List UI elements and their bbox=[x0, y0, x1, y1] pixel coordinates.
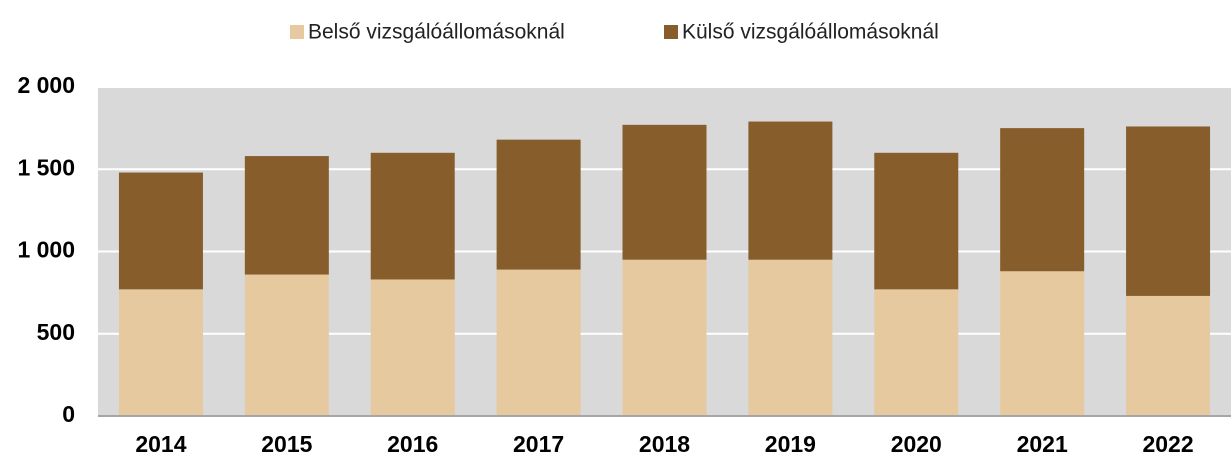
bar-segment bbox=[244, 274, 329, 416]
bar-segment bbox=[1000, 128, 1085, 272]
bar-segment bbox=[118, 172, 203, 290]
y-tick-label: 2 000 bbox=[17, 72, 75, 98]
bar-segment bbox=[622, 259, 707, 416]
x-tick-label: 2016 bbox=[387, 431, 438, 457]
bar-segment bbox=[748, 259, 833, 416]
legend-label: Belső vizsgálóállomásoknál bbox=[308, 21, 565, 44]
bar-segment bbox=[1000, 271, 1085, 416]
bar-segment bbox=[118, 289, 203, 416]
x-tick-label: 2022 bbox=[1142, 431, 1193, 457]
legend-swatch bbox=[290, 25, 304, 39]
x-tick-label: 2014 bbox=[135, 431, 186, 457]
legend-label: Külső vizsgálóállomásoknál bbox=[682, 21, 939, 44]
bar-segment bbox=[874, 152, 959, 290]
bar-segment bbox=[748, 121, 833, 260]
x-tick-label: 2021 bbox=[1017, 431, 1068, 457]
bar-segment bbox=[370, 279, 455, 416]
bar-segment bbox=[874, 289, 959, 416]
x-tick-label: 2017 bbox=[513, 431, 564, 457]
x-tick-label: 2018 bbox=[639, 431, 690, 457]
y-tick-label: 1 500 bbox=[17, 154, 75, 180]
y-tick-label: 1 000 bbox=[17, 237, 75, 263]
bar-segment bbox=[1126, 295, 1211, 416]
bar-segment bbox=[1126, 126, 1211, 296]
bar-segment bbox=[496, 269, 581, 416]
bar-segment bbox=[622, 124, 707, 260]
legend-swatch bbox=[664, 25, 678, 39]
bar-segment bbox=[496, 139, 581, 270]
x-tick-label: 2020 bbox=[891, 431, 942, 457]
x-tick-label: 2015 bbox=[261, 431, 312, 457]
bar-segment bbox=[370, 152, 455, 280]
y-tick-label: 0 bbox=[62, 401, 75, 427]
bar-segment bbox=[244, 156, 329, 275]
x-tick-label: 2019 bbox=[765, 431, 816, 457]
y-tick-label: 500 bbox=[37, 319, 75, 345]
